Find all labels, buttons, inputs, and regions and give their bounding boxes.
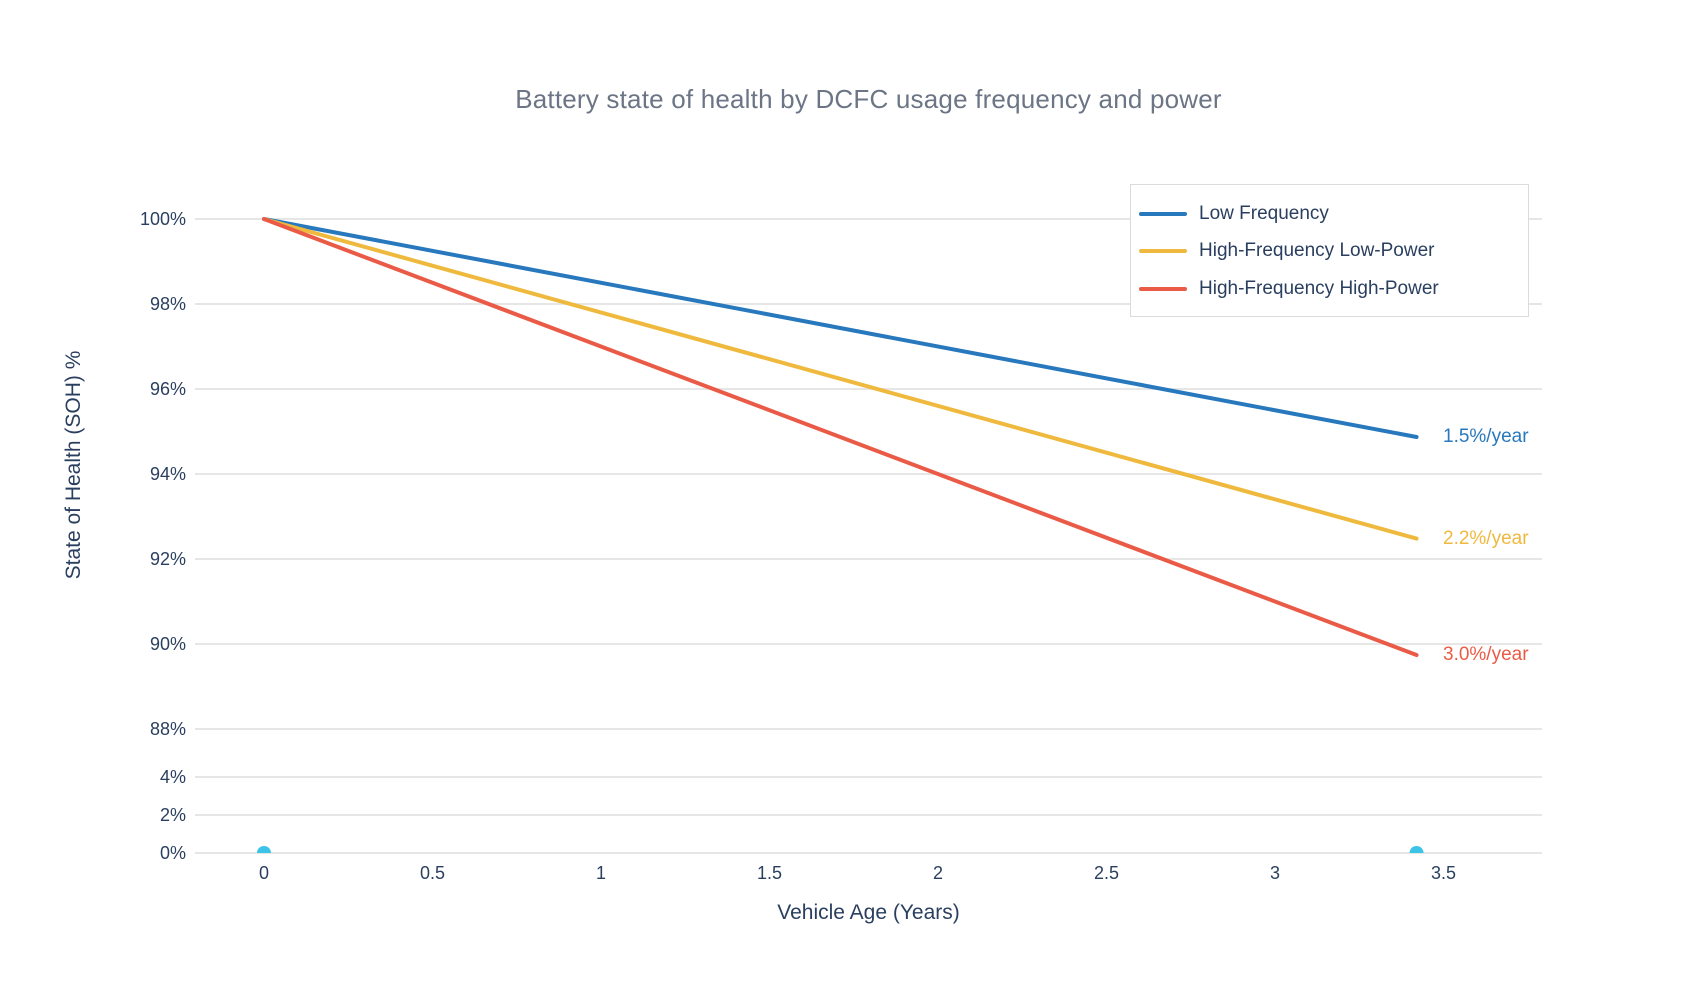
legend-swatch-icon	[1139, 211, 1187, 216]
rate-annotation-high-frequency-high-power: 3.0%/year	[1443, 644, 1529, 666]
x-tick-label: 3.5	[1430, 863, 1457, 883]
x-tick-label: 0	[258, 863, 269, 883]
y-tick-label: 0%	[159, 843, 186, 863]
legend-item-low-frequency[interactable]: Low Frequency	[1131, 195, 1528, 233]
legend-swatch-icon	[1139, 286, 1187, 291]
legend-item-high-frequency-low-power[interactable]: High-Frequency Low-Power	[1131, 233, 1528, 271]
legend-swatch-icon	[1139, 249, 1187, 254]
y-tick-label: 96%	[149, 379, 186, 399]
y-tick-label: 2%	[159, 805, 186, 825]
chart-title: Battery state of health by DCFC usage fr…	[515, 84, 1222, 114]
x-tick-label: 2	[932, 863, 943, 883]
x-axis-title: Vehicle Age (Years)	[777, 901, 960, 924]
baseline-marker	[1409, 846, 1424, 853]
legend-item-label: High-Frequency High-Power	[1199, 277, 1439, 299]
baseline-marker	[257, 846, 271, 853]
y-axis-title: State of Health (SOH) %	[62, 350, 85, 580]
y-tick-label: 88%	[149, 719, 186, 739]
rate-annotation-low-frequency: 1.5%/year	[1443, 426, 1529, 448]
series-line-low-frequency	[262, 217, 1419, 440]
y-tick-label: 4%	[159, 767, 186, 787]
rate-annotation-high-frequency-low-power: 2.2%/year	[1443, 527, 1529, 549]
legend: Low Frequency High-Frequency Low-Power Hig…	[1130, 184, 1529, 317]
x-tick-label: 1.5	[756, 863, 783, 883]
y-tick-label: 92%	[149, 549, 186, 569]
y-tick-label: 90%	[149, 634, 186, 654]
legend-item-label: Low Frequency	[1199, 202, 1329, 224]
x-tick-label: 0.5	[419, 863, 446, 883]
x-tick-label: 3	[1269, 863, 1280, 883]
y-tick-label: 100%	[139, 209, 186, 229]
legend-item-high-frequency-high-power[interactable]: High-Frequency High-Power	[1131, 270, 1528, 308]
series-line-high-frequency-high-power	[262, 217, 1419, 658]
legend-item-label: High-Frequency Low-Power	[1199, 240, 1435, 262]
y-tick-label: 94%	[149, 464, 186, 484]
y-tick-label: 98%	[149, 294, 186, 314]
series-line-high-frequency-low-power	[262, 217, 1419, 541]
x-tick-label: 1	[595, 863, 606, 883]
x-tick-label: 2.5	[1093, 863, 1120, 883]
